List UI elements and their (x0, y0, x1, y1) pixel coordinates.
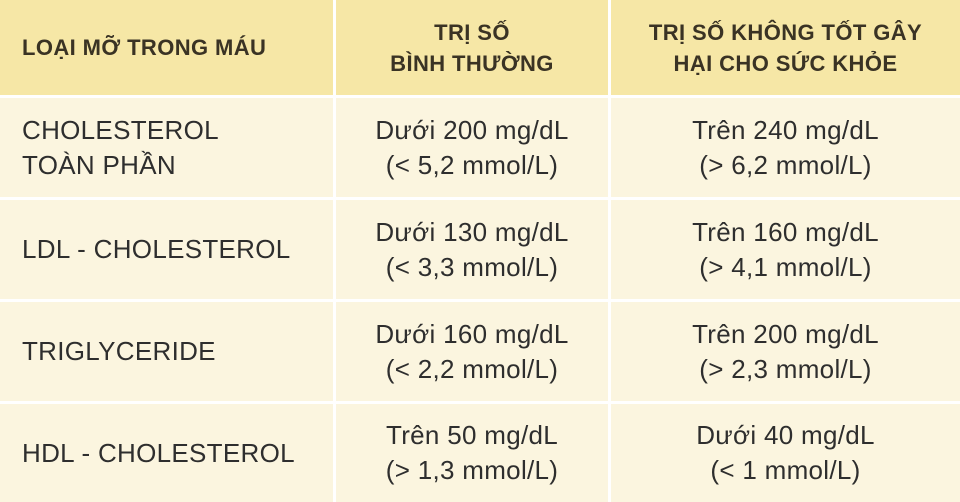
cell-text: (> 6,2 mmol/L) (699, 149, 872, 180)
cell-text: (> 4,1 mmol/L) (699, 251, 872, 282)
row-ldl-type: LDL - CHOLESTEROL (0, 200, 333, 299)
cell-text: (> 1,3 mmol/L) (385, 455, 559, 485)
cell-text: Trên 200 mg/dL (692, 318, 879, 349)
row-hdl-harmful: Dưới 40 mg/dL (< 1 mmol/L) (611, 404, 960, 502)
cell-text: LDL - CHOLESTEROL (22, 234, 291, 264)
cell-text: CHOLESTEROL (22, 114, 219, 145)
cell-text: Dưới 160 mg/dL (375, 318, 569, 349)
cell-text: (< 1 mmol/L) (710, 455, 861, 485)
row-triglyceride-type: TRIGLYCERIDE (0, 302, 333, 401)
row-ldl-harmful: Trên 160 mg/dL (> 4,1 mmol/L) (611, 200, 960, 299)
cell-text: HDL - CHOLESTEROL (22, 437, 295, 468)
row-total-cholesterol-harmful: Trên 240 mg/dL (> 6,2 mmol/L) (611, 98, 960, 197)
header-text: TRỊ SỐ (434, 19, 510, 45)
row-ldl-normal: Dưới 130 mg/dL (< 3,3 mmol/L) (336, 200, 608, 299)
cell-text: TOÀN PHẦN (22, 149, 176, 180)
cell-text: Dưới 40 mg/dL (696, 420, 875, 450)
cell-text: Trên 160 mg/dL (692, 216, 879, 247)
header-cell-lipid-type: LOẠI MỠ TRONG MÁU (0, 0, 333, 95)
row-total-cholesterol-type: CHOLESTEROL TOÀN PHẦN (0, 98, 333, 197)
cell-text: Dưới 200 mg/dL (375, 114, 569, 145)
row-triglyceride-normal: Dưới 160 mg/dL (< 2,2 mmol/L) (336, 302, 608, 401)
header-cell-harmful-value: TRỊ SỐ KHÔNG TỐT GÂY HẠI CHO SỨC KHỎE (611, 0, 960, 95)
header-text: TRỊ SỐ KHÔNG TỐT GÂY (648, 19, 923, 45)
cell-text: (< 5,2 mmol/L) (385, 149, 559, 180)
header-cell-normal-value: TRỊ SỐ BÌNH THƯỜNG (336, 0, 608, 95)
header-text: HẠI CHO SỨC KHỎE (673, 50, 898, 76)
row-hdl-normal: Trên 50 mg/dL (> 1,3 mmol/L) (336, 404, 608, 502)
cell-text: Dưới 130 mg/dL (375, 216, 569, 247)
cell-text: Trên 50 mg/dL (385, 420, 559, 450)
header-text: LOẠI MỠ TRONG MÁU (22, 35, 267, 60)
cell-text: TRIGLYCERIDE (22, 336, 216, 366)
cell-text: (< 3,3 mmol/L) (385, 251, 559, 282)
cell-text: (> 2,3 mmol/L) (699, 353, 872, 384)
row-hdl-type: HDL - CHOLESTEROL (0, 404, 333, 502)
row-total-cholesterol-normal: Dưới 200 mg/dL (< 5,2 mmol/L) (336, 98, 608, 197)
header-text: BÌNH THƯỜNG (390, 50, 554, 76)
cell-text: Trên 240 mg/dL (692, 114, 879, 145)
cell-text: (< 2,2 mmol/L) (385, 353, 559, 384)
row-triglyceride-harmful: Trên 200 mg/dL (> 2,3 mmol/L) (611, 302, 960, 401)
